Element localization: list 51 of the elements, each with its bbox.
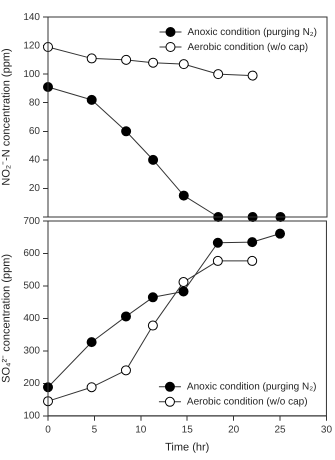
x-tick-label: 30 — [320, 424, 332, 436]
y-tick-label: 20 — [28, 183, 40, 194]
point — [178, 190, 189, 201]
y-tick-label: 400 — [23, 313, 40, 324]
x-tick-label: 5 — [92, 424, 98, 436]
point — [86, 382, 97, 392]
point — [121, 126, 132, 136]
y-tick-label: 40 — [28, 154, 40, 166]
point — [148, 58, 158, 68]
legend-label: Aerobic condition (w/o cap) — [186, 396, 308, 408]
y-tick-label: 100 — [23, 410, 40, 422]
point — [86, 337, 97, 348]
point — [248, 70, 258, 81]
y-tick-label: 120 — [23, 40, 40, 52]
x-tick-label: 15 — [182, 424, 194, 436]
point — [148, 292, 158, 302]
y-tick-label: 100 — [23, 68, 40, 80]
point — [212, 256, 223, 266]
y-tick-label: 60 — [28, 126, 40, 138]
y-tick-label: 140 — [23, 12, 40, 23]
x-axis-title: Time (hr) — [165, 441, 210, 454]
point — [178, 59, 189, 70]
x-tick-label: 10 — [135, 424, 147, 436]
point — [148, 154, 158, 165]
y-tick-label: 200 — [23, 378, 40, 390]
x-tick-label: 0 — [45, 424, 52, 436]
point — [247, 256, 258, 266]
point — [148, 320, 158, 331]
point — [275, 228, 286, 239]
point — [120, 365, 131, 376]
y-tick-label: 300 — [23, 346, 40, 357]
point — [178, 277, 189, 288]
point — [178, 286, 189, 296]
y-tick-label: 500 — [23, 280, 40, 292]
legend-label: Anoxic condition (purging N₂) — [186, 382, 316, 393]
x-tick-label: 20 — [228, 424, 240, 436]
point — [86, 53, 97, 64]
point — [121, 54, 132, 65]
y-tick-label: 600 — [23, 248, 40, 260]
point — [86, 94, 97, 105]
y-tick-label: 80 — [28, 97, 40, 108]
legend-label: Aerobic condition (w/o cap) — [188, 42, 308, 53]
point — [247, 237, 258, 248]
y-axis-title: NO₂⁻-N concentration (ppm) — [0, 48, 13, 186]
point — [213, 69, 224, 80]
legend-label: Anoxic condition (purging N₂) — [188, 26, 318, 38]
point — [212, 238, 223, 248]
x-tick-label: 25 — [274, 424, 286, 436]
point — [120, 311, 131, 322]
y-tick-label: 700 — [23, 216, 40, 227]
y-axis-title: SO₄²⁻ concentration (ppm) — [0, 254, 13, 383]
